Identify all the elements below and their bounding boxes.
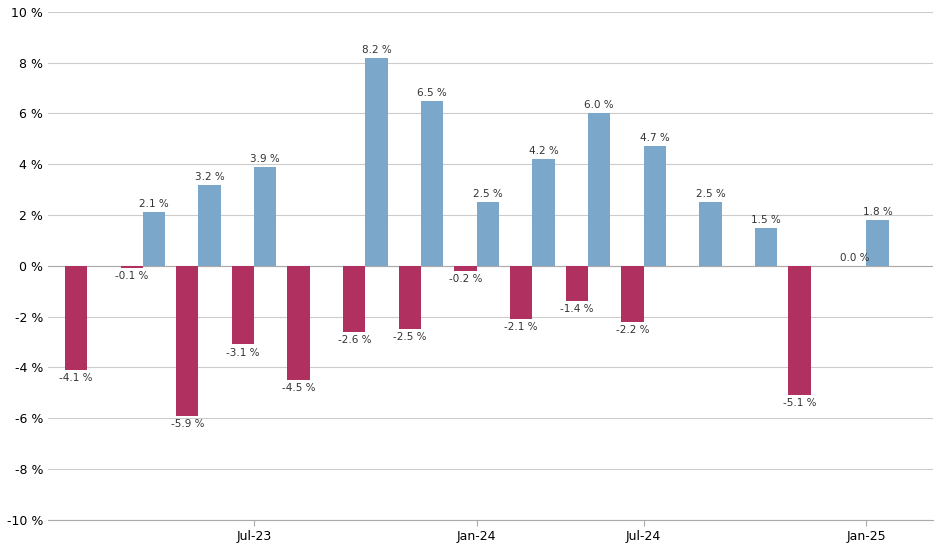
Bar: [566, 266, 588, 301]
Bar: [699, 202, 722, 266]
Bar: [510, 266, 532, 319]
Bar: [232, 266, 254, 344]
Text: -5.9 %: -5.9 %: [170, 419, 204, 428]
Text: -2.2 %: -2.2 %: [616, 324, 650, 335]
Text: 1.8 %: 1.8 %: [863, 207, 892, 217]
Bar: [621, 266, 644, 322]
Text: 1.5 %: 1.5 %: [751, 214, 781, 224]
Text: 3.9 %: 3.9 %: [250, 154, 280, 164]
Bar: [143, 212, 165, 266]
Text: 3.2 %: 3.2 %: [195, 172, 225, 182]
Text: -2.5 %: -2.5 %: [393, 332, 427, 342]
Bar: [65, 266, 87, 370]
Bar: [120, 266, 143, 268]
Text: 6.0 %: 6.0 %: [585, 101, 614, 111]
Bar: [477, 202, 499, 266]
Text: -0.2 %: -0.2 %: [449, 274, 482, 284]
Bar: [789, 266, 810, 395]
Text: 4.2 %: 4.2 %: [528, 146, 558, 156]
Bar: [288, 266, 310, 380]
Text: -4.1 %: -4.1 %: [59, 373, 93, 383]
Bar: [254, 167, 276, 266]
Bar: [867, 220, 888, 266]
Text: 2.5 %: 2.5 %: [696, 189, 726, 199]
Bar: [343, 266, 366, 332]
Text: 2.1 %: 2.1 %: [139, 200, 169, 210]
Bar: [399, 266, 421, 329]
Bar: [644, 146, 666, 266]
Bar: [176, 266, 198, 416]
Text: -1.4 %: -1.4 %: [560, 304, 594, 315]
Text: -2.6 %: -2.6 %: [337, 335, 371, 345]
Text: -2.1 %: -2.1 %: [505, 322, 538, 332]
Bar: [454, 266, 477, 271]
Bar: [366, 58, 387, 266]
Bar: [755, 228, 777, 266]
Text: 6.5 %: 6.5 %: [417, 88, 447, 98]
Text: 0.0 %: 0.0 %: [840, 253, 870, 263]
Text: 8.2 %: 8.2 %: [362, 45, 391, 54]
Text: -0.1 %: -0.1 %: [115, 271, 149, 282]
Text: -5.1 %: -5.1 %: [783, 398, 816, 408]
Bar: [198, 185, 221, 266]
Bar: [532, 159, 555, 266]
Text: -3.1 %: -3.1 %: [227, 348, 259, 358]
Bar: [421, 101, 444, 266]
Text: -4.5 %: -4.5 %: [282, 383, 315, 393]
Text: 4.7 %: 4.7 %: [640, 134, 669, 144]
Text: 2.5 %: 2.5 %: [473, 189, 503, 199]
Bar: [588, 113, 610, 266]
